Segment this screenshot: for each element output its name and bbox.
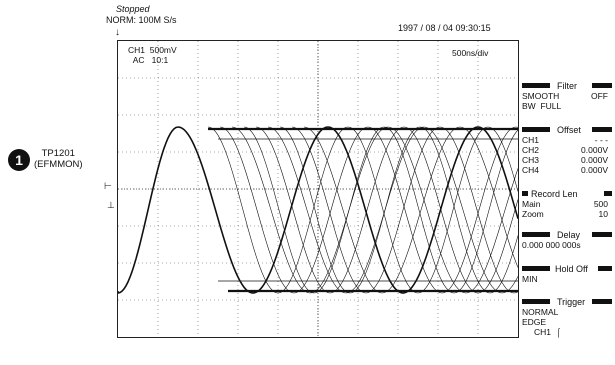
trigger-title: Trigger (556, 297, 587, 307)
probe-point-label: TP1201 (EFMMON) (34, 148, 83, 170)
zoom-value: 10 (598, 209, 608, 219)
waveform-trace (267, 126, 518, 294)
waveform-trace (243, 126, 518, 294)
record-length-title: Record Len (530, 189, 579, 199)
trigger-type: EDGE (522, 317, 547, 327)
bw-label: BW (522, 101, 536, 111)
callout-number: 1 (8, 149, 30, 171)
rising-edge-icon: ⌠ (555, 327, 561, 337)
waveform-trace (279, 126, 518, 294)
waveform-trace (207, 126, 518, 294)
smooth-label: SMOOTH (522, 91, 560, 101)
hold-off-menu[interactable]: Hold Off MIN (522, 264, 614, 284)
test-point-name: TP1201 (41, 148, 75, 159)
record-length-menu[interactable]: Record Len Main 500 Zoom 10 (522, 189, 614, 219)
ch1-ground-marker: ⊢ (104, 181, 112, 191)
offset-row: CH1- - - (522, 135, 608, 145)
test-point-signal: (EFMMON) (34, 159, 83, 170)
main-label: Main (522, 199, 541, 209)
waveform-display (117, 40, 519, 338)
offset-menu[interactable]: Offset CH1- - - CH2 0.000V CH3 0.000V CH4 0… (522, 125, 614, 175)
trigger-mode: NORMAL (522, 307, 559, 317)
delay-title: Delay (556, 230, 582, 240)
date-time: 1997 / 08 / 04 09:30:15 (398, 23, 491, 33)
bw-value: FULL (540, 101, 562, 111)
hold-off-value: MIN (522, 274, 538, 284)
channel-info: CH1 500mV AC 10:1 (128, 45, 177, 65)
trigger-source: CH1 (534, 327, 552, 337)
filter-menu[interactable]: Filter SMOOTH OFF BW FULL (522, 81, 614, 111)
zoom-label: Zoom (522, 209, 544, 219)
trigger-position-marker: ↓ (115, 27, 120, 38)
waveform-trace (219, 126, 518, 294)
offset-row: CH2 0.000V (522, 145, 608, 155)
hold-off-title: Hold Off (554, 264, 589, 274)
offset-row: CH4 0.000V (522, 165, 608, 175)
waveform-graticule (118, 41, 518, 337)
timebase: 500ns/div (452, 48, 489, 58)
trigger-menu[interactable]: Trigger NORMAL EDGE CH1 ⌠ (522, 297, 614, 337)
trigger-level-marker: ⊥ (107, 200, 115, 210)
offset-row: CH3 0.000V (522, 155, 608, 165)
main-value: 500 (593, 199, 608, 209)
channel-probe: 10:1 (151, 55, 169, 65)
acquisition-mode: NORM: 100M S/s (106, 15, 177, 25)
waveform-trace (291, 126, 518, 294)
channel-coupling: AC (132, 55, 145, 65)
acquisition-status: Stopped (116, 4, 150, 14)
waveform-trace (303, 126, 518, 294)
delay-value: 0.000 000 000s (522, 240, 581, 250)
delay-menu[interactable]: Delay 0.000 000 000s (522, 230, 614, 250)
filter-title: Filter (556, 81, 578, 91)
offset-title: Offset (556, 125, 582, 135)
waveform-trace (118, 126, 179, 294)
channel-label: CH1 (128, 45, 146, 55)
channel-volts: 500mV (149, 45, 177, 55)
smooth-value: OFF (591, 91, 608, 101)
